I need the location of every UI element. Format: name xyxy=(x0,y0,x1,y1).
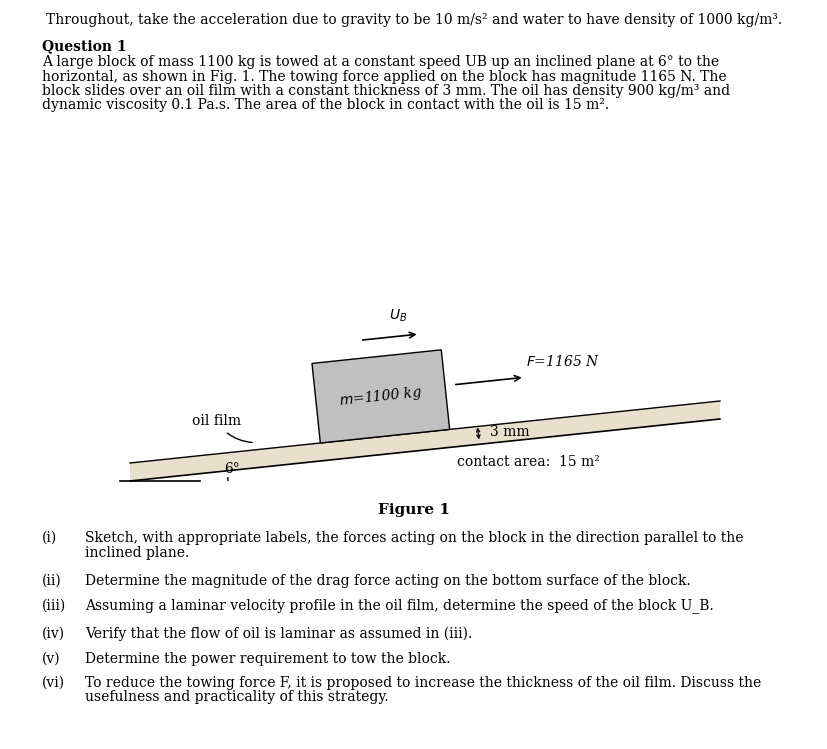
Text: horizontal, as shown in Fig. 1. The towing force applied on the block has magnit: horizontal, as shown in Fig. 1. The towi… xyxy=(42,70,726,83)
Text: Verify that the flow of oil is laminar as assumed in (iii).: Verify that the flow of oil is laminar a… xyxy=(85,627,471,641)
Text: (ii): (ii) xyxy=(42,574,62,588)
Text: To reduce the towing force F, it is proposed to increase the thickness of the oi: To reduce the towing force F, it is prop… xyxy=(85,676,760,690)
Text: A large block of mass 1100 kg is towed at a constant speed UB up an inclined pla: A large block of mass 1100 kg is towed a… xyxy=(42,55,719,69)
Text: Determine the power requirement to tow the block.: Determine the power requirement to tow t… xyxy=(85,652,450,666)
Text: $m$=1100 kg: $m$=1100 kg xyxy=(338,383,423,410)
Text: (i): (i) xyxy=(42,531,57,545)
Text: 6°: 6° xyxy=(224,462,240,476)
Text: Figure 1: Figure 1 xyxy=(378,503,449,517)
Text: $F$=1165 N: $F$=1165 N xyxy=(525,354,599,369)
Polygon shape xyxy=(130,401,719,481)
Text: Determine the magnitude of the drag force acting on the bottom surface of the bl: Determine the magnitude of the drag forc… xyxy=(85,574,690,588)
Text: Sketch, with appropriate labels, the forces acting on the block in the direction: Sketch, with appropriate labels, the for… xyxy=(85,531,743,545)
Text: Assuming a laminar velocity profile in the oil film, determine the speed of the : Assuming a laminar velocity profile in t… xyxy=(85,598,713,613)
Text: (iii): (iii) xyxy=(42,598,66,613)
Text: Throughout, take the acceleration due to gravity to be 10 m/s² and water to have: Throughout, take the acceleration due to… xyxy=(45,13,782,27)
Text: contact area:  15 m²: contact area: 15 m² xyxy=(457,455,600,469)
Text: (v): (v) xyxy=(42,652,60,666)
Text: Question 1: Question 1 xyxy=(42,39,127,53)
Text: $U_B$: $U_B$ xyxy=(389,308,407,324)
Text: (vi): (vi) xyxy=(42,676,65,690)
Text: block slides over an oil film with a constant thickness of 3 mm. The oil has den: block slides over an oil film with a con… xyxy=(42,84,729,98)
Text: dynamic viscosity 0.1 Pa.s. The area of the block in contact with the oil is 15 : dynamic viscosity 0.1 Pa.s. The area of … xyxy=(42,99,609,112)
Text: inclined plane.: inclined plane. xyxy=(85,545,189,560)
Text: usefulness and practicality of this strategy.: usefulness and practicality of this stra… xyxy=(85,691,388,705)
Text: (iv): (iv) xyxy=(42,627,65,641)
Polygon shape xyxy=(312,350,449,443)
Text: oil film: oil film xyxy=(192,414,252,443)
Text: 3 mm: 3 mm xyxy=(490,425,529,439)
